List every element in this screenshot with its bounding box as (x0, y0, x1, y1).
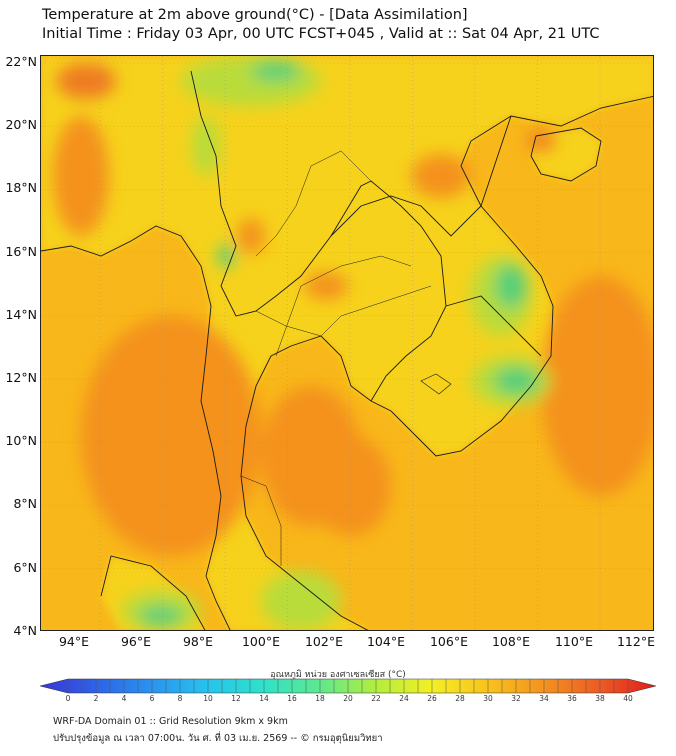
footer-domain-info: WRF-DA Domain 01 :: Grid Resolution 9km … (53, 716, 288, 727)
sumatra-coastline (100, 555, 206, 630)
mainland-coastline (41, 225, 231, 630)
colorbar-label: 22 (371, 694, 381, 703)
warm-area (411, 154, 471, 198)
cool-area (495, 264, 527, 308)
colorbar-label: 6 (149, 694, 155, 703)
colorbar-label: 26 (427, 694, 437, 703)
lat-label: 22°N (5, 54, 37, 69)
map-canvas (41, 56, 653, 630)
province-border (255, 285, 432, 337)
mainland-land (41, 56, 653, 630)
warm-area (237, 218, 265, 254)
warm-area (541, 276, 653, 496)
colorbar-label: 24 (399, 694, 409, 703)
warm-area (56, 63, 116, 99)
cool-area (251, 61, 301, 81)
tonle-sap (420, 373, 452, 395)
warm-area (311, 436, 391, 536)
warm-area (304, 272, 348, 300)
graticule (41, 56, 653, 630)
chart-title: Temperature at 2m above ground(°C) - [Da… (42, 7, 468, 23)
lat-label: 18°N (5, 180, 37, 195)
chart-subtitle: Initial Time : Friday 03 Apr, 00 UTC FCS… (42, 26, 600, 42)
warm-area (527, 131, 555, 151)
lat-label: 12°N (5, 370, 37, 385)
colorbar-label: 8 (177, 694, 183, 703)
cool-area (261, 571, 341, 630)
warm-area (81, 316, 261, 556)
colorbar-label: 0 (65, 694, 71, 703)
colorbar-label: 20 (343, 694, 353, 703)
temperature-field (53, 56, 653, 630)
colorbar-label: 16 (287, 694, 297, 703)
colorbar-label: 40 (623, 694, 633, 703)
lat-label: 14°N (5, 307, 37, 322)
colorbar-label: 30 (483, 694, 493, 703)
national-border (445, 295, 542, 357)
colorbar-title: อุณหภูมิ หน่วย องศาเซลเซียส (°C) (270, 670, 406, 680)
lat-label: 4°N (13, 623, 37, 638)
lat-label: 16°N (5, 244, 37, 259)
colorbar-label: 2 (93, 694, 99, 703)
temperature-map[interactable] (40, 55, 654, 631)
footer-update-info: ปรับปรุงข้อมูล ณ เวลา 07:00น. วัน ศ. ที่… (53, 733, 383, 744)
cool-area (192, 116, 220, 176)
national-border (330, 115, 512, 237)
lon-label: 102°E (304, 634, 343, 649)
colorbar-label: 4 (121, 694, 127, 703)
cool-area (218, 244, 234, 268)
colorbar-label: 10 (203, 694, 213, 703)
lon-label: 96°E (120, 634, 152, 649)
colorbar (40, 678, 656, 694)
coastlines (41, 70, 653, 630)
warm-area (53, 116, 109, 236)
province-border (240, 475, 282, 566)
province-border (275, 255, 412, 357)
cool-area (181, 56, 321, 106)
lon-label: 98°E (182, 634, 214, 649)
colorbar-label: 32 (511, 694, 521, 703)
cool-area (139, 606, 183, 626)
colorbar-label: 12 (231, 694, 241, 703)
colorbar-label: 36 (567, 694, 577, 703)
lon-label: 94°E (58, 634, 90, 649)
lon-label: 104°E (366, 634, 405, 649)
lat-label: 6°N (13, 560, 37, 575)
province-border (255, 150, 372, 257)
gulf-coastline (240, 95, 653, 630)
colorbar-label: 38 (595, 694, 605, 703)
lon-label: 110°E (554, 634, 593, 649)
lon-label: 106°E (429, 634, 468, 649)
lat-label: 10°N (5, 433, 37, 448)
colorbar-label: 18 (315, 694, 325, 703)
colorbar-label: 14 (259, 694, 269, 703)
lat-label: 20°N (5, 117, 37, 132)
lat-label: 8°N (13, 496, 37, 511)
lon-label: 100°E (241, 634, 280, 649)
lon-label: 108°E (491, 634, 530, 649)
colorbar-label: 34 (539, 694, 549, 703)
colorbar-label: 28 (455, 694, 465, 703)
lon-label: 112°E (616, 634, 655, 649)
hainan-coastline (530, 127, 602, 182)
cool-area (494, 367, 538, 395)
